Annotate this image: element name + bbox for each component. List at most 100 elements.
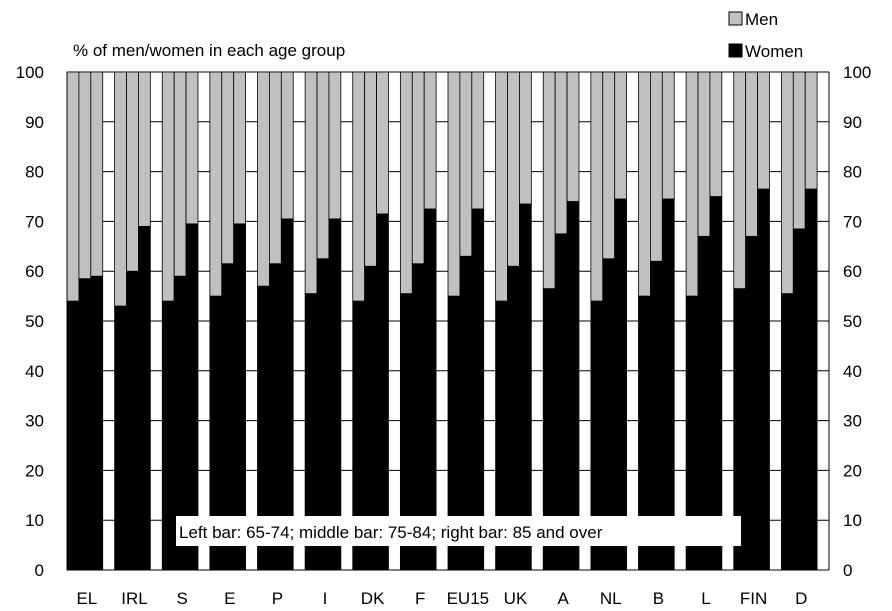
x-tick-label: EL	[76, 589, 97, 608]
y-tick-label-left: 10	[25, 511, 44, 530]
bar-men	[733, 71, 747, 290]
bar-men	[173, 71, 187, 277]
bar-men	[459, 71, 473, 257]
y-tick-label-left: 50	[25, 312, 44, 331]
y-tick-label-right: 70	[843, 212, 862, 231]
y-tick-label-right: 60	[843, 262, 862, 281]
bar-women	[423, 208, 437, 571]
bar-men	[90, 71, 104, 277]
y-tick-label-left: 40	[25, 362, 44, 381]
bar-men	[78, 71, 92, 280]
bar-men	[709, 71, 723, 197]
bar-men	[638, 71, 651, 297]
bar-women	[519, 203, 532, 571]
bar-men	[376, 71, 389, 215]
bar-men	[411, 71, 425, 265]
bar-men	[685, 71, 699, 297]
y-tick-label-right: 50	[843, 312, 862, 331]
bar-men	[66, 71, 80, 302]
x-tick-label: EU15	[447, 589, 490, 608]
bar-men	[804, 71, 818, 190]
bar-women	[126, 270, 139, 571]
bar-men	[780, 71, 794, 295]
bar-men	[542, 71, 556, 290]
bar-women	[471, 208, 485, 571]
y-tick-label-left: 60	[25, 262, 44, 281]
legend: Men Women	[728, 10, 803, 61]
bar-men	[590, 71, 604, 302]
y-tick-label-right: 80	[843, 163, 862, 182]
bar-men	[423, 71, 437, 210]
bar-women	[661, 198, 675, 571]
bar-women	[780, 293, 794, 571]
x-tick-label: S	[176, 589, 187, 608]
bar-women	[78, 278, 92, 571]
bar-men	[269, 71, 282, 265]
bar-men	[185, 71, 199, 225]
x-tick-label: E	[224, 589, 235, 608]
y-tick-label-left: 30	[25, 412, 44, 431]
y-tick-label-left: 0	[35, 561, 44, 580]
legend-swatch-women	[728, 43, 743, 58]
bar-men	[280, 71, 294, 220]
y-tick-label-right: 10	[843, 511, 862, 530]
x-tick-label: IRL	[121, 589, 147, 608]
x-tick-label: D	[795, 589, 807, 608]
bar-men	[745, 71, 758, 237]
bar-men	[161, 71, 175, 302]
y-tick-label-right: 90	[843, 113, 862, 132]
bar-men	[209, 71, 223, 297]
bar-men	[650, 71, 663, 262]
y-tick-label-right: 100	[843, 63, 871, 82]
note-box: Left bar: 65-74; middle bar: 75-84; righ…	[176, 516, 741, 546]
bar-men	[114, 71, 127, 307]
y-tick-label-right: 40	[843, 362, 862, 381]
y-tick-label-left: 100	[16, 63, 44, 82]
bar-men	[257, 71, 270, 287]
bar-men	[519, 71, 532, 205]
y-tick-label-right: 20	[843, 461, 862, 480]
x-tick-label: UK	[504, 589, 528, 608]
x-tick-label: FIN	[740, 589, 767, 608]
axes: 0 0 10 10 20 20 30 30 40 40 50 50 60 60 70 70 80 80 90 90 10…	[16, 63, 872, 608]
y-tick-label-left: 20	[25, 461, 44, 480]
bar-men	[233, 71, 246, 225]
bar-men	[566, 71, 580, 202]
bar-men	[304, 71, 318, 295]
y-tick-label-left: 80	[25, 163, 44, 182]
bar-women	[757, 188, 770, 571]
bar-men	[316, 71, 330, 260]
bar-women	[114, 305, 127, 571]
bar-men	[554, 71, 568, 235]
bar-men	[126, 71, 139, 272]
bar-men	[495, 71, 508, 302]
bar-women	[709, 196, 723, 571]
x-tick-label: DK	[361, 589, 385, 608]
chart-subtitle: % of men/women in each age group	[73, 41, 345, 60]
legend-swatch-men	[728, 11, 743, 26]
bar-women	[90, 275, 104, 571]
x-tick-label: NL	[600, 589, 622, 608]
legend-label-men: Men	[745, 10, 778, 29]
x-tick-label: A	[557, 589, 569, 608]
x-tick-label: L	[701, 589, 710, 608]
bar-men	[507, 71, 520, 267]
bar-women	[804, 188, 818, 571]
bar-men	[792, 71, 806, 230]
x-tick-label: I	[323, 589, 328, 608]
y-tick-label-left: 90	[25, 113, 44, 132]
bar-men	[471, 71, 485, 210]
bar-men	[661, 71, 675, 200]
note-text: Left bar: 65-74; middle bar: 75-84; righ…	[179, 523, 603, 542]
bar-men	[602, 71, 616, 260]
bar-women	[745, 235, 758, 571]
y-tick-label-right: 0	[843, 561, 852, 580]
bar-men	[399, 71, 413, 295]
bars	[66, 71, 818, 571]
bar-women	[566, 201, 580, 571]
x-tick-label: B	[653, 589, 664, 608]
bar-men	[697, 71, 711, 237]
y-tick-label-right: 30	[843, 412, 862, 431]
bar-men	[614, 71, 627, 200]
